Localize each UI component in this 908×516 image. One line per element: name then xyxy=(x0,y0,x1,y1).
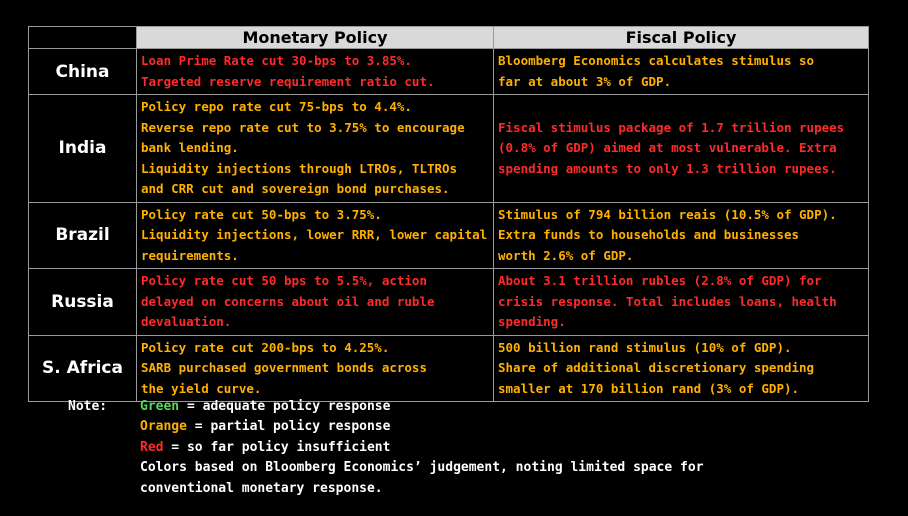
table-row: China Loan Prime Rate cut 30-bps to 3.85%… xyxy=(28,48,869,95)
fiscal-policy-text-line: far at about 3% of GDP. xyxy=(498,73,672,89)
fiscal-policy-text-line: spending. xyxy=(498,314,566,329)
fiscal-policy-text-line: worth 2.6% of GDP. xyxy=(498,247,634,263)
table-row: India Policy repo rate cut 75-bps to 4.4%… xyxy=(28,94,869,203)
table-row: Russia Policy rate cut 50 bps to 5.5%, ac… xyxy=(28,268,869,336)
monetary-policy-text-line: Liquidity injections, lower RRR, lower c… xyxy=(141,227,488,242)
fiscal-policy-text-line: Stimulus of 794 billion reais (10.5% of … xyxy=(498,206,837,222)
fiscal-policy-text-line: Bloomberg Economics calculates stimulus … xyxy=(498,53,815,68)
fiscal-policy-text-line: About 3.1 trillion rubles (2.8% of GDP) … xyxy=(498,273,822,288)
fiscal-policy-cell: 500 billion rand stimulus (10% of GDP). S… xyxy=(493,334,869,402)
monetary-policy-text-line: Targeted reserve requirement ratio cut. xyxy=(141,73,435,89)
legend-key: Green xyxy=(140,399,180,414)
note-lines: Green = adequate policy response Orange =… xyxy=(140,397,704,499)
header-blank-cell xyxy=(28,26,137,49)
fiscal-policy-text-line: Extra funds to households and businesses xyxy=(498,227,800,242)
monetary-policy-cell: Policy rate cut 50-bps to 3.75%. Liquidit… xyxy=(136,201,494,269)
legend-key: Orange xyxy=(140,419,187,435)
monetary-policy-text-line: Reverse repo rate cut to 3.75% to encour… xyxy=(141,119,465,135)
fiscal-policy-text-line: 500 billion rand stimulus (10% of GDP). xyxy=(498,339,792,355)
monetary-policy-cell: Policy rate cut 50 bps to 5.5%, action de… xyxy=(136,268,494,336)
legend-item-orange: Orange = partial policy response xyxy=(140,417,704,437)
policy-table: Monetary Policy Fiscal Policy China Loan … xyxy=(28,26,869,402)
note-text-line: Colors based on Bloomberg Economics’ jud… xyxy=(140,460,704,476)
fiscal-policy-cell: Bloomberg Economics calculates stimulus … xyxy=(493,48,869,95)
monetary-policy-text-line: Policy repo rate cut 75-bps to 4.4%. xyxy=(141,99,412,114)
country-label: S. Africa xyxy=(28,334,137,402)
fiscal-policy-text-line: (0.8% of GDP) aimed at most vulnerable. … xyxy=(498,140,837,155)
monetary-policy-cell: Policy repo rate cut 75-bps to 4.4%. Reve… xyxy=(136,94,494,203)
monetary-policy-text-line: Loan Prime Rate cut 30-bps to 3.85%. xyxy=(141,53,412,68)
monetary-policy-text-line: Policy rate cut 200-bps to 4.25%. xyxy=(141,339,390,355)
fiscal-policy-text-line: spending amounts to only 1.3 trillion ru… xyxy=(498,160,837,176)
country-label: Brazil xyxy=(28,201,137,269)
monetary-policy-text-line: devaluation. xyxy=(141,314,232,329)
legend-text: = so far policy insufficient xyxy=(163,439,391,455)
note-text-line: conventional monetary response. xyxy=(140,480,383,496)
table-row: Brazil Policy rate cut 50-bps to 3.75%. Li… xyxy=(28,201,869,269)
monetary-policy-text-line: and CRR cut and sovereign bond purchases… xyxy=(141,181,450,196)
table-row: S. Africa Policy rate cut 200-bps to 4.25… xyxy=(28,334,869,402)
country-label: Russia xyxy=(28,268,137,336)
monetary-policy-text-line: bank lending. xyxy=(141,140,239,155)
monetary-policy-text-line: requirements. xyxy=(141,247,239,263)
header-fiscal-policy: Fiscal Policy xyxy=(493,26,869,49)
legend-item-red: Red = so far policy insufficient xyxy=(140,438,704,458)
monetary-policy-text-line: Policy rate cut 50-bps to 3.75%. xyxy=(141,206,382,222)
monetary-policy-text-line: Liquidity injections through LTROs, TLTR… xyxy=(141,160,458,176)
fiscal-policy-text-line: Fiscal stimulus package of 1.7 trillion … xyxy=(498,119,845,135)
legend-text: = partial policy response xyxy=(186,419,391,435)
monetary-policy-cell: Loan Prime Rate cut 30-bps to 3.85%. Targ… xyxy=(136,48,494,95)
legend-text: = adequate policy response xyxy=(179,399,391,414)
fiscal-policy-text-line: crisis response. Total includes loans, h… xyxy=(498,293,837,309)
fiscal-policy-cell: Stimulus of 794 billion reais (10.5% of … xyxy=(493,201,869,269)
header-monetary-policy: Monetary Policy xyxy=(136,26,494,49)
monetary-policy-text-line: delayed on concerns about oil and ruble xyxy=(141,293,435,309)
monetary-policy-text-line: SARB purchased government bonds across xyxy=(141,360,427,375)
legend-item-green: Green = adequate policy response xyxy=(140,397,704,417)
monetary-policy-text-line: Policy rate cut 50 bps to 5.5%, action xyxy=(141,273,427,288)
country-label: India xyxy=(28,94,137,203)
fiscal-policy-cell: About 3.1 trillion rubles (2.8% of GDP) … xyxy=(493,268,869,336)
monetary-policy-cell: Policy rate cut 200-bps to 4.25%. SARB pu… xyxy=(136,334,494,402)
monetary-policy-text-line: the yield curve. xyxy=(141,380,262,396)
note-label: Note: xyxy=(68,399,108,414)
fiscal-policy-cell: Fiscal stimulus package of 1.7 trillion … xyxy=(493,94,869,203)
header-row: Monetary Policy Fiscal Policy xyxy=(28,26,869,49)
legend-key: Red xyxy=(140,439,164,455)
fiscal-policy-text-line: Share of additional discretionary spendi… xyxy=(498,360,815,375)
fiscal-policy-text-line: smaller at 170 billion rand (3% of GDP). xyxy=(498,380,800,396)
country-label: China xyxy=(28,48,137,95)
